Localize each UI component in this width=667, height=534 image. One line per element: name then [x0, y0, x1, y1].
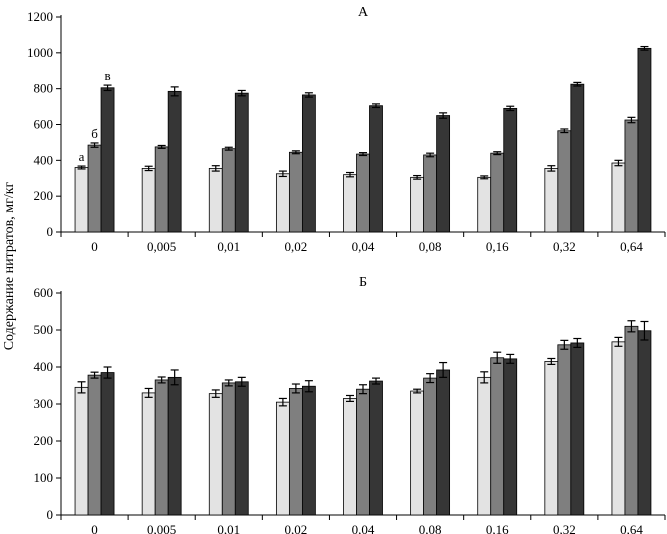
bar [477, 176, 492, 233]
bar [275, 173, 290, 233]
bar [167, 376, 182, 516]
x-tick-label: 0,32 [553, 239, 576, 254]
bar [570, 342, 585, 516]
bar [74, 386, 89, 516]
bar [477, 376, 492, 516]
bar [343, 174, 357, 233]
bar [624, 325, 639, 516]
bar [423, 377, 438, 516]
x-tick-label: 0,01 [217, 522, 240, 534]
bar [544, 361, 559, 516]
bar [100, 372, 115, 516]
bar [74, 167, 89, 233]
bar [637, 47, 652, 233]
y-axis-label: Содержание нитратов, мг/кг [2, 181, 17, 350]
y-tick-label: 600 [34, 285, 54, 300]
y-tick-label: 800 [34, 81, 54, 96]
x-tick-label: 0,02 [285, 522, 308, 534]
x-tick-label: 0 [91, 239, 98, 254]
bar [100, 87, 115, 233]
x-tick-label: 0,04 [352, 522, 375, 534]
chart-title: А [358, 5, 369, 20]
bar [356, 153, 370, 233]
y-tick-label: 500 [34, 322, 54, 337]
bar [234, 92, 249, 233]
x-tick-label: 0,64 [620, 522, 643, 534]
bar [234, 381, 249, 516]
y-tick-label: 200 [34, 188, 54, 203]
x-tick-label: 0 [91, 522, 98, 534]
bar [557, 344, 572, 516]
bar [436, 115, 451, 233]
bar [154, 379, 169, 516]
x-tick-label: 0,16 [486, 239, 509, 254]
bar [624, 119, 639, 233]
chart-panel-a: А 0 200 400 600 800 1000 1200 аб в 0 0,005 0,01 0,02… [27, 5, 666, 254]
y-tick-label: 100 [34, 470, 54, 485]
bar-letter-label: б [91, 126, 98, 141]
x-tick-label: 0,08 [419, 239, 442, 254]
bar [544, 167, 559, 233]
y-tick-label: 200 [34, 433, 54, 448]
y-tick-label: 300 [34, 396, 54, 411]
x-tick-label: 0,005 [147, 522, 176, 534]
bar [611, 341, 626, 516]
y-tick-label: 600 [34, 117, 54, 132]
y-tick-label: 1000 [27, 45, 53, 60]
bar [503, 107, 518, 233]
y-tick-label: 1200 [27, 9, 53, 24]
x-tick-label: 0,005 [147, 239, 176, 254]
x-tick-label: 0,32 [553, 522, 576, 534]
bar [288, 151, 303, 233]
chart-title: Б [359, 275, 367, 290]
bar [221, 148, 236, 233]
y-tick-label: 400 [34, 359, 54, 374]
bar [423, 154, 438, 233]
bar [167, 90, 182, 233]
y-tick-label: 0 [47, 224, 54, 239]
bar [301, 94, 316, 233]
x-tick-label: 0,01 [217, 239, 240, 254]
bar [301, 385, 316, 516]
bar [490, 357, 505, 516]
bar [570, 83, 585, 233]
bar-letter-label: а [79, 149, 85, 164]
bar [557, 130, 572, 233]
bar [87, 374, 102, 516]
bar [410, 390, 425, 516]
bar [87, 144, 102, 233]
bar-letter-label: в [104, 68, 110, 83]
bar [611, 162, 626, 233]
bar [369, 105, 383, 233]
bar [637, 330, 652, 516]
bar [288, 388, 303, 516]
x-tick-label: 0,08 [419, 522, 442, 534]
bar [141, 167, 156, 233]
x-tick-label: 0,04 [352, 239, 375, 254]
x-tick-label: 0,16 [486, 522, 509, 534]
chart-panel-b: Б 0 100 200 300 400 500 600 0 0,005 0,01 0,02 0,04 0… [34, 275, 666, 534]
bar [490, 152, 505, 233]
bar [141, 392, 156, 516]
bar [208, 393, 223, 516]
bar [410, 176, 425, 233]
bar [208, 167, 223, 233]
bar [369, 380, 383, 516]
bar [503, 358, 518, 516]
x-tick-label: 0,64 [620, 239, 643, 254]
bar [356, 388, 370, 516]
bar [154, 146, 169, 233]
bar [343, 398, 357, 516]
y-tick-label: 0 [47, 507, 54, 522]
bar [436, 369, 451, 516]
y-tick-label: 400 [34, 152, 54, 167]
x-tick-label: 0,02 [285, 239, 308, 254]
bar [275, 401, 290, 516]
bar [221, 382, 236, 516]
